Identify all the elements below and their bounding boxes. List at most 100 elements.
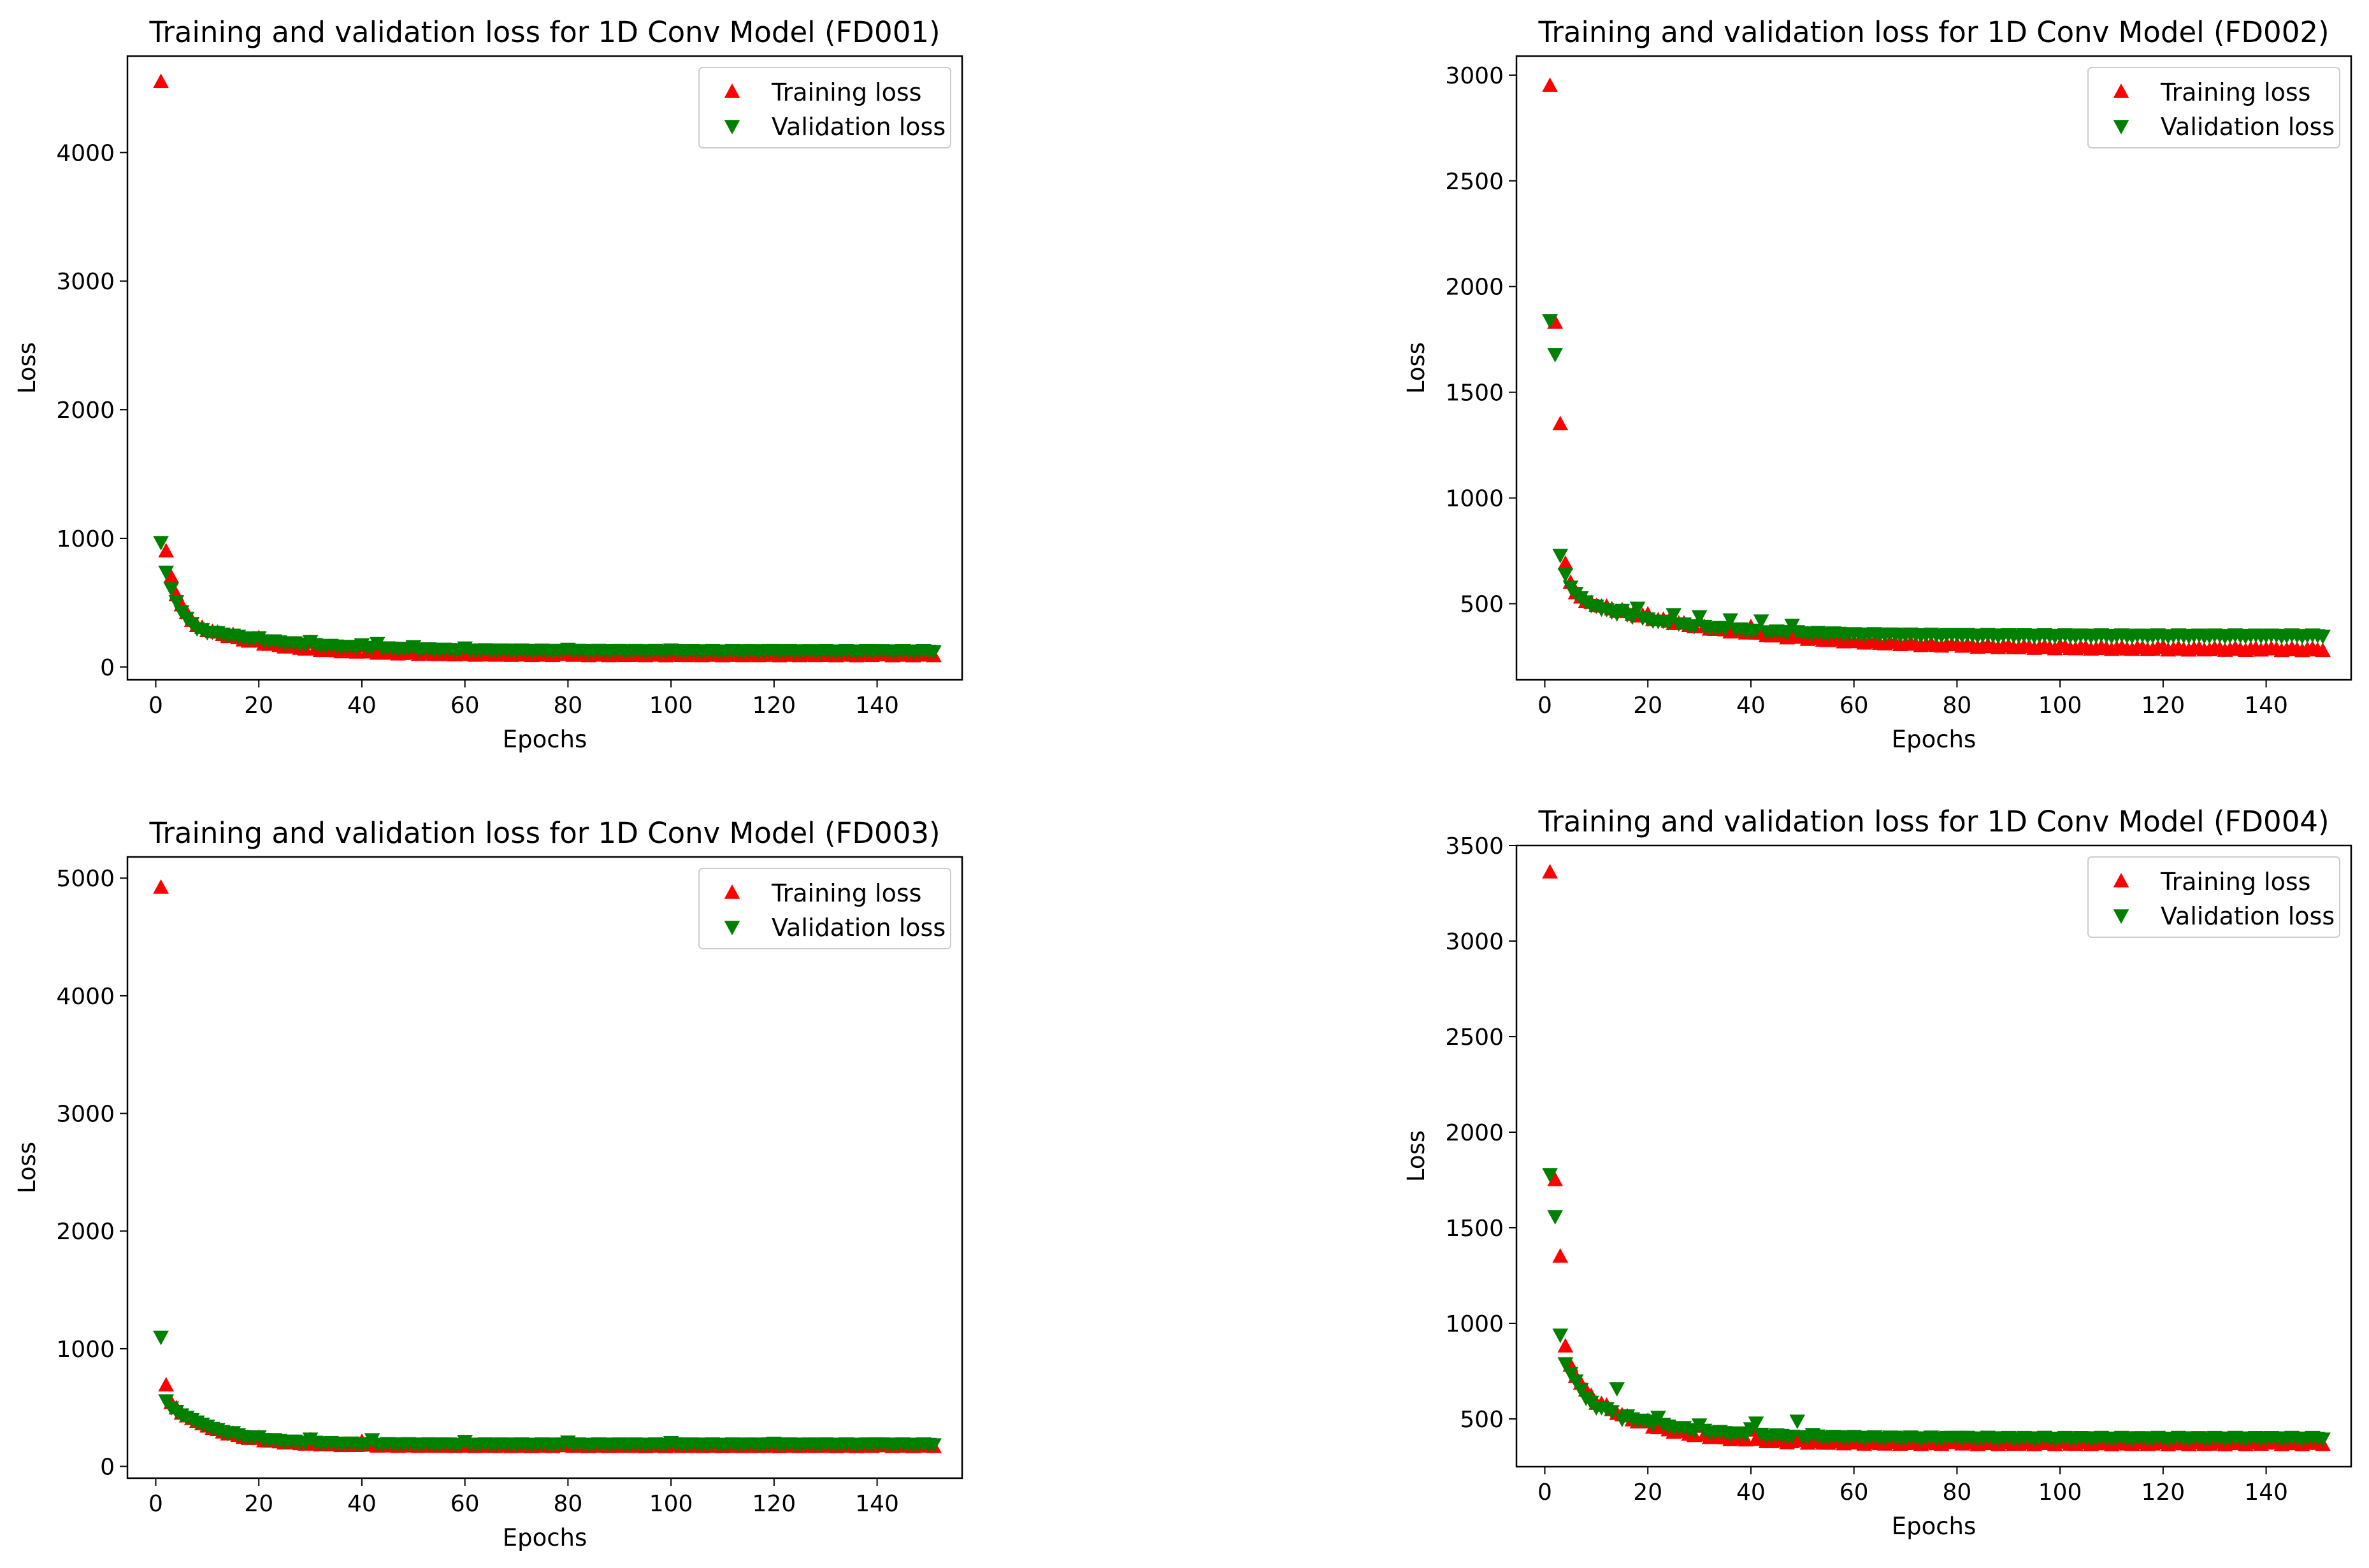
y-tick-label: 3500 xyxy=(1445,833,1504,860)
training-loss-point xyxy=(1552,415,1569,431)
y-tick-label: 1500 xyxy=(1445,380,1504,406)
legend-validation-label: Validation loss xyxy=(2161,113,2335,141)
x-tick-label: 80 xyxy=(553,1491,582,1517)
x-tick-label: 20 xyxy=(1633,1479,1662,1506)
validation-loss-point xyxy=(2315,1432,2331,1448)
y-tick-label: 1000 xyxy=(1445,486,1504,512)
training-loss-point xyxy=(2315,642,2331,658)
validation-loss-point xyxy=(1567,1374,1584,1389)
y-axis-label: Loss xyxy=(1402,1130,1430,1182)
chart-title: Training and validation loss for 1D Conv… xyxy=(1537,15,2329,49)
legend-validation-label: Validation loss xyxy=(772,113,946,141)
y-axis-label: Loss xyxy=(1402,342,1430,394)
y-tick-label: 0 xyxy=(100,1455,115,1481)
x-tick-label: 60 xyxy=(1840,1479,1869,1506)
x-tick-label: 20 xyxy=(1633,693,1662,719)
x-tick-label: 140 xyxy=(2244,1479,2288,1506)
validation-loss-point xyxy=(1722,613,1738,628)
axes-frame xyxy=(1515,55,2352,681)
chart-title: Training and validation loss for 1D Conv… xyxy=(148,816,940,850)
plot-markers xyxy=(153,879,942,1453)
legend-validation-marker xyxy=(2113,120,2129,134)
legend-training-label: Training loss xyxy=(771,78,921,106)
y-tick-label: 1000 xyxy=(56,1337,115,1363)
axes-frame xyxy=(126,856,963,1479)
x-tick-label: 60 xyxy=(1840,693,1869,719)
validation-loss-point xyxy=(1557,1357,1574,1372)
validation-loss-point xyxy=(1686,620,1703,635)
validation-loss-point xyxy=(1604,1405,1620,1420)
x-tick-label: 140 xyxy=(2244,693,2288,719)
training-loss-point xyxy=(1552,1248,1569,1263)
x-tick-label: 80 xyxy=(1942,1479,1971,1506)
legend-box xyxy=(698,67,951,148)
validation-loss-point xyxy=(1717,622,1733,637)
validation-loss-series xyxy=(153,1330,942,1453)
legend-validation-label: Validation loss xyxy=(2161,902,2335,930)
validation-loss-point xyxy=(1552,549,1569,564)
x-tick-label: 140 xyxy=(855,1491,899,1517)
x-tick-label: 20 xyxy=(244,693,273,719)
y-tick-label: 4000 xyxy=(56,140,115,166)
x-tick-label: 60 xyxy=(450,1491,480,1517)
training-loss-point xyxy=(1542,864,1558,879)
y-tick-label: 3000 xyxy=(1445,929,1504,955)
validation-loss-point xyxy=(1547,348,1563,363)
training-loss-series xyxy=(153,879,942,1453)
validation-loss-series xyxy=(1542,1168,2331,1448)
legend-training-label: Training loss xyxy=(771,879,921,907)
validation-loss-point xyxy=(926,1438,942,1453)
legend-training-label: Training loss xyxy=(2160,868,2310,896)
y-tick-label: 3000 xyxy=(56,1102,115,1128)
plot-markers xyxy=(1542,864,2331,1451)
y-tick-label: 3000 xyxy=(1445,63,1504,89)
chart-panel-4: Training and validation loss for 1D Conv… xyxy=(1402,805,2352,1540)
axes-frame xyxy=(1515,844,2352,1468)
x-tick-label: 0 xyxy=(1537,693,1552,719)
x-tick-label: 100 xyxy=(2038,1479,2082,1506)
legend-box xyxy=(698,868,951,949)
x-tick-label: 100 xyxy=(2038,693,2082,719)
validation-loss-point xyxy=(168,595,185,610)
validation-loss-point xyxy=(1573,1383,1589,1398)
legend-training-label: Training loss xyxy=(2160,78,2310,106)
y-tick-label: 2500 xyxy=(1445,169,1504,195)
y-tick-label: 2000 xyxy=(1445,275,1504,301)
x-tick-label: 80 xyxy=(553,693,582,719)
y-tick-label: 3000 xyxy=(56,269,115,295)
x-tick-label: 40 xyxy=(1736,693,1766,719)
chart-panel-1: Training and validation loss for 1D Conv… xyxy=(13,15,963,753)
training-loss-point xyxy=(158,543,174,557)
training-loss-point xyxy=(1557,1338,1574,1353)
x-tick-label: 120 xyxy=(2141,693,2185,719)
validation-loss-point xyxy=(1784,1429,1800,1444)
y-tick-label: 2000 xyxy=(56,398,115,424)
legend-training-marker xyxy=(724,884,740,899)
legend: Training loss Validation loss xyxy=(2087,856,2340,938)
y-tick-label: 500 xyxy=(1460,592,1504,618)
y-tick-label: 4000 xyxy=(56,984,115,1010)
y-tick-label: 2500 xyxy=(1445,1025,1504,1051)
x-tick-label: 40 xyxy=(347,1491,377,1517)
training-loss-point xyxy=(158,1377,174,1392)
y-tick-label: 500 xyxy=(1460,1407,1504,1433)
chart-title: Training and validation loss for 1D Conv… xyxy=(1537,805,2329,838)
validation-loss-point xyxy=(1691,610,1708,625)
plot-markers xyxy=(153,73,942,663)
y-tick-label: 2000 xyxy=(56,1219,115,1245)
validation-loss-point xyxy=(1629,601,1646,617)
validation-loss-point xyxy=(926,645,942,660)
legend: Training loss Validation loss xyxy=(2087,67,2340,148)
validation-loss-point xyxy=(1557,568,1574,583)
legend: Training loss Validation loss xyxy=(698,67,951,148)
plot-markers xyxy=(1542,77,2331,658)
legend-validation-label: Validation loss xyxy=(772,914,946,942)
legend-training-marker xyxy=(2113,83,2129,98)
validation-loss-point xyxy=(163,582,180,597)
x-tick-label: 120 xyxy=(752,1491,796,1517)
x-tick-label: 140 xyxy=(855,693,899,719)
x-axis-label: Epochs xyxy=(503,1524,587,1551)
training-loss-point xyxy=(153,73,169,89)
x-tick-label: 0 xyxy=(1537,1479,1552,1506)
training-loss-point xyxy=(163,568,180,584)
